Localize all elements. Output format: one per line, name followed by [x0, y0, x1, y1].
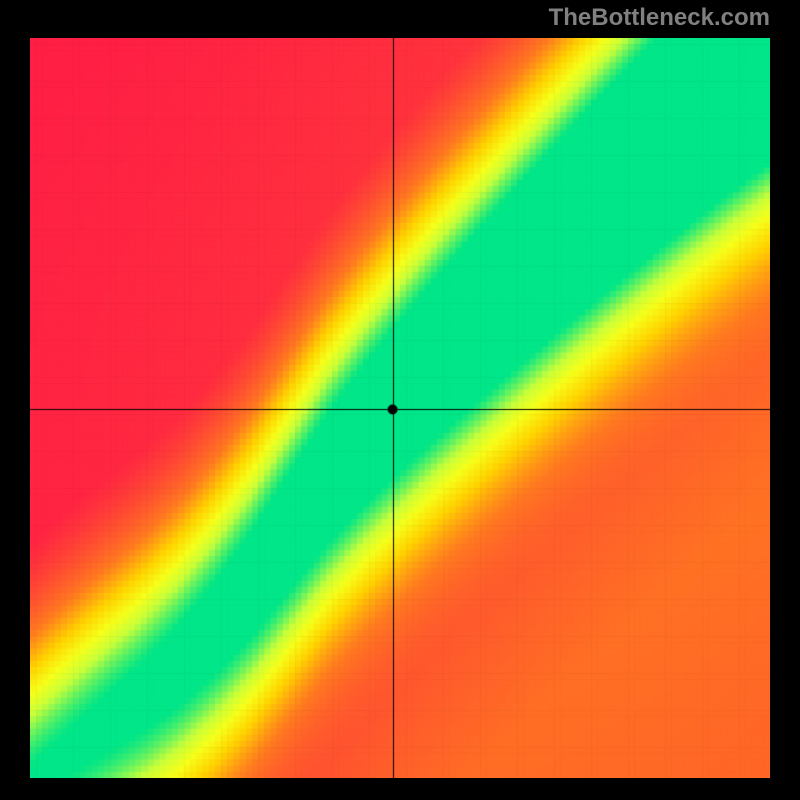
crosshair-overlay [30, 38, 770, 778]
attribution-text: TheBottleneck.com [549, 4, 770, 32]
chart-container: TheBottleneck.com [0, 0, 800, 800]
